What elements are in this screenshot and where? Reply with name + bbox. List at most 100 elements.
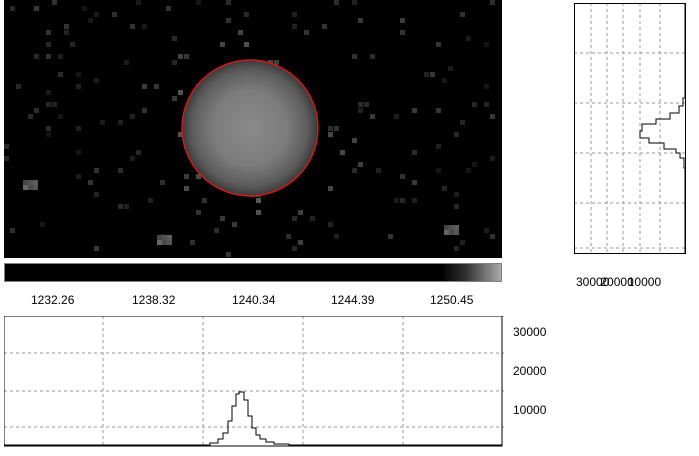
noise-pixel	[154, 84, 159, 89]
noise-pixel	[328, 126, 333, 131]
noise-pixel	[166, 6, 171, 11]
noise-pixel	[184, 174, 189, 179]
noise-pixel	[328, 132, 333, 137]
noise-pixel	[4, 144, 9, 149]
noise-pixel	[490, 156, 495, 161]
side-tick-label: 20000	[600, 275, 634, 289]
noise-pixel	[58, 54, 63, 59]
noise-pixel	[400, 18, 405, 23]
noise-pixel	[436, 42, 441, 47]
noise-pixel	[292, 216, 297, 221]
horizontal-profile-plot[interactable]	[3, 315, 504, 448]
blob-pixel	[33, 180, 38, 185]
noise-pixel	[454, 204, 459, 209]
noise-pixel	[130, 24, 135, 29]
blob-pixel	[449, 230, 454, 235]
vertical-profile-plot[interactable]	[574, 3, 690, 261]
noise-pixel	[10, 228, 15, 233]
noise-pixel	[58, 72, 63, 77]
noise-pixel	[412, 150, 417, 155]
noise-pixel	[292, 246, 297, 251]
noise-pixel	[64, 24, 69, 29]
blob-pixel	[444, 230, 449, 235]
noise-pixel	[28, 114, 33, 119]
blob-pixel	[162, 235, 167, 240]
blob-pixel	[454, 230, 459, 235]
scale-label: 1244.39	[331, 293, 375, 307]
blob-pixel	[162, 240, 167, 245]
blob-pixel	[157, 235, 162, 240]
aperture-circle[interactable]	[181, 59, 319, 197]
noise-pixel	[226, 18, 231, 23]
noise-pixel	[46, 30, 51, 35]
noise-pixel	[376, 168, 381, 173]
noise-pixel	[286, 234, 291, 239]
noise-pixel	[256, 198, 261, 203]
noise-pixel	[298, 210, 303, 215]
noise-pixel	[46, 126, 51, 131]
blob-pixel	[23, 180, 28, 185]
noise-pixel	[172, 60, 177, 65]
noise-pixel	[340, 150, 345, 155]
noise-pixel	[178, 132, 183, 137]
noise-pixel	[460, 12, 465, 17]
noise-pixel	[172, 36, 177, 41]
color-scale-bar[interactable]	[4, 263, 502, 282]
noise-pixel	[490, 234, 495, 239]
blob-pixel	[23, 185, 28, 190]
noise-pixel	[58, 114, 63, 119]
noise-pixel	[10, 6, 15, 11]
side-tick-label: 30000	[576, 275, 610, 289]
noise-pixel	[442, 186, 447, 191]
noise-pixel	[46, 42, 51, 47]
noise-pixel	[352, 138, 357, 143]
noise-pixel	[454, 192, 459, 197]
noise-pixel	[226, 252, 231, 257]
noise-pixel	[472, 162, 477, 167]
noise-pixel	[34, 108, 39, 113]
noise-pixel	[34, 6, 39, 11]
noise-pixel	[142, 84, 147, 89]
noise-pixel	[490, 0, 495, 5]
noise-pixel	[46, 90, 51, 95]
noise-pixel	[436, 108, 441, 113]
y-tick-label: 20000	[513, 364, 547, 378]
noise-pixel	[352, 168, 357, 173]
noise-pixel	[76, 150, 81, 155]
noise-pixel	[184, 54, 189, 59]
noise-pixel	[232, 222, 237, 227]
noise-pixel	[94, 192, 99, 197]
blob-pixel	[449, 225, 454, 230]
noise-pixel	[484, 84, 489, 89]
noise-pixel	[4, 156, 9, 161]
noise-pixel	[196, 0, 201, 5]
image-canvas[interactable]	[4, 0, 502, 258]
noise-pixel	[334, 0, 339, 5]
blob-pixel	[167, 240, 172, 245]
noise-pixel	[454, 246, 459, 251]
noise-pixel	[394, 198, 399, 203]
noise-pixel	[160, 180, 165, 185]
image-view[interactable]	[4, 0, 502, 258]
noise-pixel	[466, 168, 471, 173]
blob-pixel	[444, 225, 449, 230]
noise-pixel	[46, 102, 51, 107]
noise-pixel	[94, 246, 99, 251]
noise-pixel	[358, 102, 363, 107]
noise-pixel	[100, 120, 105, 125]
noise-pixel	[76, 126, 81, 131]
noise-pixel	[202, 198, 207, 203]
noise-pixel	[400, 174, 405, 179]
noise-pixel	[460, 240, 465, 245]
noise-pixel	[70, 42, 75, 47]
noise-pixel	[370, 54, 375, 59]
noise-pixel	[430, 72, 435, 77]
blob-pixel	[454, 225, 459, 230]
noise-pixel	[76, 174, 81, 179]
noise-pixel	[424, 72, 429, 77]
noise-pixel	[352, 54, 357, 59]
scale-label: 1232.26	[31, 293, 75, 307]
blob-pixel	[28, 185, 33, 190]
side-tick-label: 10000	[627, 275, 662, 289]
noise-pixel	[46, 132, 51, 137]
